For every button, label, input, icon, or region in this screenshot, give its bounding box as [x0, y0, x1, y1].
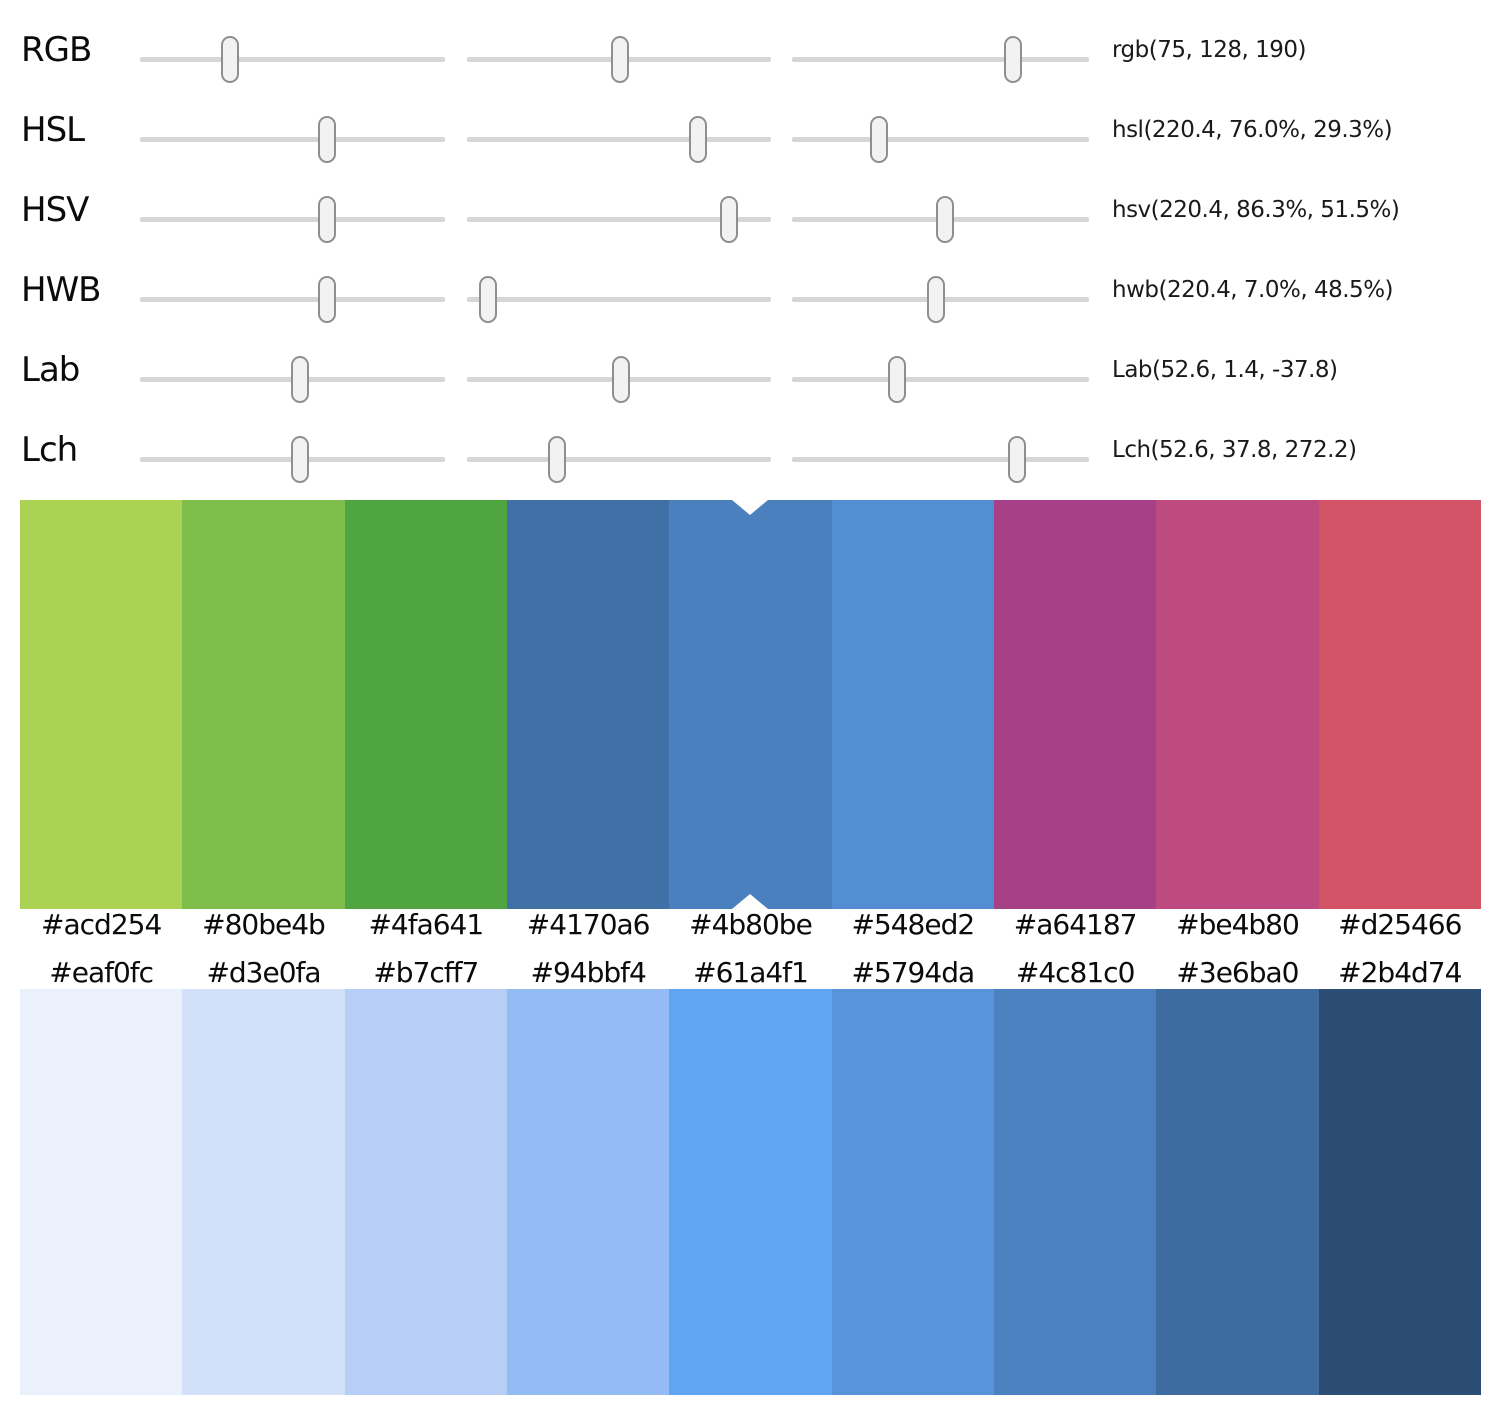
- swatch-hex-label: #5794da: [851, 956, 975, 989]
- slider-thumb-3[interactable]: [1004, 36, 1023, 83]
- hue-palette: [20, 500, 1481, 909]
- palette-swatch[interactable]: [1156, 989, 1319, 1395]
- slider-thumb-2[interactable]: [720, 196, 739, 243]
- slider-thumb-3[interactable]: [927, 276, 946, 323]
- swatch-hex-label: #4170a6: [526, 908, 651, 941]
- palette-swatch[interactable]: [506, 989, 670, 1395]
- color-value-text: Lch(52.6, 37.8, 272.2): [1112, 437, 1357, 463]
- color-value-text: rgb(75, 128, 190): [1112, 37, 1307, 63]
- colorspace-label: RGB: [21, 30, 92, 70]
- palette-swatch[interactable]: [20, 500, 183, 909]
- color-value-text: hsl(220.4, 76.0%, 29.3%): [1112, 117, 1393, 143]
- swatch-hex-label: #548ed2: [851, 908, 975, 941]
- hue-palette-hex-labels: #acd254 #80be4b #4fa641 #4170a6 #4b80be #548e…: [20, 905, 1481, 945]
- slider-track-1[interactable]: [140, 116, 445, 163]
- colorspace-slider-row: HSV hsv(220.4, 86.3%, 51.5%): [0, 170, 1501, 250]
- slider-track-2[interactable]: [467, 36, 771, 83]
- palette-swatch[interactable]: [831, 500, 994, 909]
- swatch-hex-label: #4b80be: [689, 908, 813, 941]
- colorspace-label: HSL: [21, 110, 85, 150]
- palette-swatch[interactable]: [669, 989, 832, 1395]
- swatch-hex-label: #2b4d74: [1338, 956, 1462, 989]
- lightness-palette: [20, 989, 1481, 1395]
- slider-thumb-1[interactable]: [291, 436, 310, 483]
- colorspace-slider-row: Lch Lch(52.6, 37.8, 272.2): [0, 410, 1501, 490]
- palette-swatch[interactable]: [993, 500, 1157, 909]
- slider-thumb-2[interactable]: [547, 436, 566, 483]
- slider-thumb-1[interactable]: [291, 356, 310, 403]
- slider-track-1[interactable]: [140, 436, 445, 483]
- palette-swatch[interactable]: [182, 989, 345, 1395]
- swatch-hex-label: #4fa641: [368, 908, 484, 941]
- slider-track-3[interactable]: [792, 116, 1089, 163]
- slider-track-3[interactable]: [792, 356, 1089, 403]
- swatch-hex-label: #d3e0fa: [206, 956, 321, 989]
- slider-track-3[interactable]: [792, 436, 1089, 483]
- slider-track-3[interactable]: [792, 196, 1089, 243]
- palette-swatch[interactable]: [506, 500, 670, 909]
- slider-track-3[interactable]: [792, 36, 1089, 83]
- swatch-hex-label: #4c81c0: [1015, 956, 1136, 989]
- slider-thumb-2[interactable]: [610, 36, 629, 83]
- slider-track-2[interactable]: [467, 276, 771, 323]
- slider-track-2[interactable]: [467, 116, 771, 163]
- slider-track-1[interactable]: [140, 36, 445, 83]
- lightness-palette-hex-labels: #eaf0fc #d3e0fa #b7cff7 #94bbf4 #61a4f1 #5794…: [20, 953, 1481, 993]
- palette-swatch[interactable]: [1318, 989, 1481, 1395]
- swatch-hex-label: #eaf0fc: [49, 956, 154, 989]
- slider-thumb-3[interactable]: [870, 116, 889, 163]
- palette-swatch[interactable]: [344, 989, 507, 1395]
- palette-swatch[interactable]: [1318, 500, 1481, 909]
- palette-swatch[interactable]: [669, 500, 832, 909]
- colorspace-slider-row: HSL hsl(220.4, 76.0%, 29.3%): [0, 90, 1501, 170]
- colorspace-label: HSV: [21, 190, 89, 230]
- colorspace-slider-row: RGB rgb(75, 128, 190): [0, 10, 1501, 90]
- swatch-hex-label: #3e6ba0: [1176, 956, 1299, 989]
- slider-track-2[interactable]: [467, 196, 771, 243]
- swatch-hex-label: #94bbf4: [530, 956, 646, 989]
- swatch-hex-label: #acd254: [41, 908, 162, 941]
- color-value-text: hsv(220.4, 86.3%, 51.5%): [1112, 197, 1400, 223]
- swatch-hex-label: #61a4f1: [693, 956, 809, 989]
- selected-marker-bottom-icon: [732, 894, 769, 909]
- palette-swatch[interactable]: [344, 500, 507, 909]
- slider-thumb-2[interactable]: [479, 276, 498, 323]
- colorspace-label: Lab: [21, 350, 80, 390]
- slider-thumb-3[interactable]: [888, 356, 907, 403]
- color-value-text: hwb(220.4, 7.0%, 48.5%): [1112, 277, 1394, 303]
- slider-thumb-3[interactable]: [935, 196, 954, 243]
- slider-thumb-2[interactable]: [689, 116, 708, 163]
- slider-track-1[interactable]: [140, 276, 445, 323]
- slider-track-3[interactable]: [792, 276, 1089, 323]
- slider-thumb-1[interactable]: [220, 36, 239, 83]
- color-value-text: Lab(52.6, 1.4, -37.8): [1112, 357, 1338, 383]
- swatch-hex-label: #d25466: [1338, 908, 1462, 941]
- slider-track-1[interactable]: [140, 356, 445, 403]
- palette-swatch[interactable]: [20, 989, 183, 1395]
- palette-swatch[interactable]: [182, 500, 345, 909]
- slider-track-2[interactable]: [467, 356, 771, 403]
- selected-marker-top-icon: [732, 500, 769, 515]
- palette-swatch[interactable]: [1156, 500, 1319, 909]
- slider-thumb-1[interactable]: [317, 196, 336, 243]
- swatch-hex-label: #80be4b: [202, 908, 326, 941]
- palette-swatch[interactable]: [993, 989, 1157, 1395]
- colorspace-slider-row: Lab Lab(52.6, 1.4, -37.8): [0, 330, 1501, 410]
- slider-thumb-1[interactable]: [317, 116, 336, 163]
- colorspace-label: HWB: [21, 270, 102, 310]
- palette-swatch[interactable]: [831, 989, 994, 1395]
- slider-thumb-2[interactable]: [612, 356, 631, 403]
- colorspace-label: Lch: [21, 430, 78, 470]
- slider-rows: RGB rgb(75, 128, 190) HSL hsl(220.4, 76.…: [0, 0, 1501, 490]
- swatch-hex-label: #a64187: [1013, 908, 1138, 941]
- slider-thumb-3[interactable]: [1007, 436, 1026, 483]
- slider-track-2[interactable]: [467, 436, 771, 483]
- swatch-hex-label: #be4b80: [1176, 908, 1300, 941]
- slider-thumb-1[interactable]: [317, 276, 336, 323]
- slider-track-1[interactable]: [140, 196, 445, 243]
- colorspace-slider-row: HWB hwb(220.4, 7.0%, 48.5%): [0, 250, 1501, 330]
- swatch-hex-label: #b7cff7: [373, 956, 479, 989]
